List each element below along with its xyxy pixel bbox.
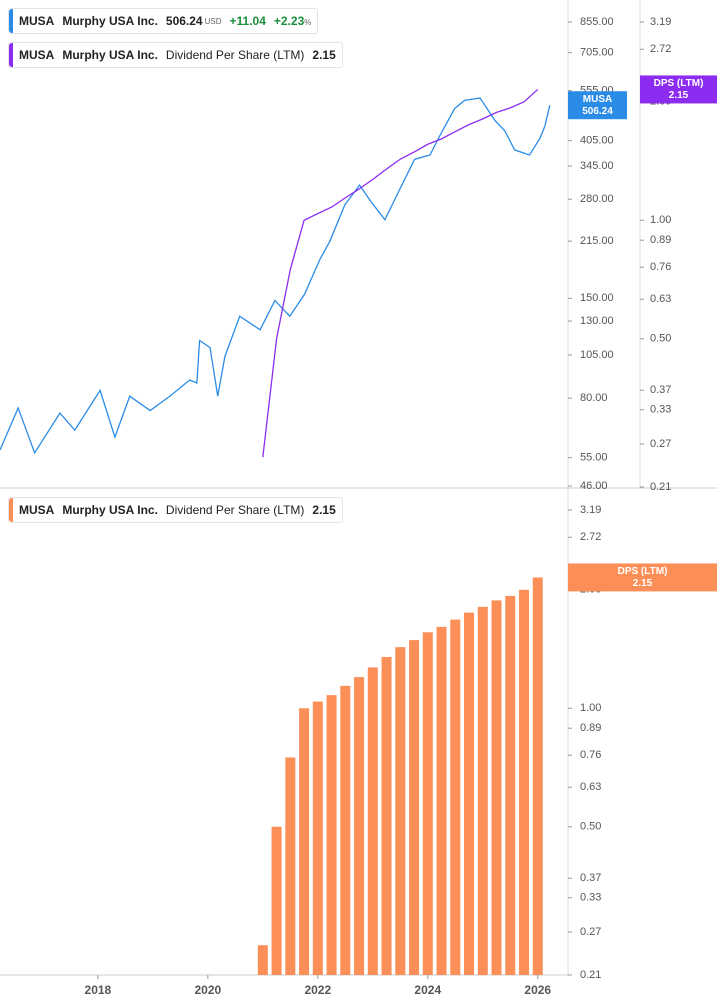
bar — [532, 577, 543, 975]
last-value-tag-value: 2.15 — [633, 578, 653, 589]
y-tick-label: 0.50 — [580, 821, 601, 833]
y-tick-label: 0.33 — [580, 892, 601, 904]
y-tick-label: 0.21 — [580, 969, 601, 981]
bar — [464, 612, 475, 975]
y-tick-label: 215.00 — [580, 235, 614, 247]
legend-dps-bar: MUSA Murphy USA Inc. Dividend Per Share … — [8, 497, 343, 523]
last-value-tag-value: 506.24 — [582, 106, 613, 117]
y-tick-label: 3.19 — [580, 504, 601, 516]
ticker: MUSA — [19, 48, 55, 62]
series-line — [262, 88, 539, 458]
bar — [354, 677, 365, 975]
y-tick-label: 46.00 — [580, 480, 608, 492]
x-tick-label: 2022 — [304, 983, 331, 997]
y-tick-label: 80.00 — [580, 392, 608, 404]
bar — [505, 595, 516, 975]
bar — [367, 667, 378, 975]
y-tick-label: 0.50 — [650, 333, 671, 345]
bar — [299, 708, 310, 975]
last-value: 2.15 — [312, 503, 336, 517]
company: Murphy USA Inc. — [62, 48, 158, 62]
last-value-tag — [640, 75, 717, 104]
bar — [271, 826, 282, 975]
last-value-tag — [568, 91, 627, 120]
bar — [340, 685, 351, 975]
legend-dps-line: MUSA Murphy USA Inc. Dividend Per Share … — [8, 42, 343, 68]
y-tick-label: 0.76 — [580, 749, 601, 761]
last-value: 2.15 — [312, 48, 336, 62]
y-tick-label: 405.00 — [580, 135, 614, 147]
y-tick-label: 0.37 — [650, 384, 671, 396]
y-tick-label: 0.63 — [580, 781, 601, 793]
y-tick-label: 1.00 — [580, 702, 601, 714]
series-line — [0, 97, 551, 455]
y-tick-label: 280.00 — [580, 193, 614, 205]
ticker: MUSA — [19, 14, 55, 28]
x-tick-label: 2018 — [85, 983, 112, 997]
y-tick-label: 130.00 — [580, 315, 614, 327]
y-tick-label: 0.21 — [650, 481, 671, 493]
y-tick-label: 55.00 — [580, 452, 608, 464]
y-tick-label: 0.37 — [580, 872, 601, 884]
company: Murphy USA Inc. — [62, 503, 158, 517]
y-tick-label: 2.72 — [580, 531, 601, 543]
bar — [477, 606, 488, 975]
last-value-tag-value: 2.15 — [669, 90, 689, 101]
y-tick-label: 0.76 — [650, 261, 671, 273]
change-pct-value: +2.23 — [273, 14, 305, 28]
change-unit: % — [304, 18, 312, 27]
y-tick-label: 3.19 — [650, 16, 671, 28]
change: +11.04 — [229, 14, 266, 28]
bar — [395, 647, 406, 975]
bar — [326, 695, 337, 975]
series-name: Dividend Per Share (LTM) — [165, 503, 305, 517]
legend-price: MUSA Murphy USA Inc. 506.24 USD +11.04 +… — [8, 8, 319, 34]
y-tick-label: 105.00 — [580, 349, 614, 361]
bar — [491, 600, 502, 975]
bar — [436, 626, 447, 975]
y-tick-label: 1.00 — [650, 214, 671, 226]
x-tick-label: 2026 — [524, 983, 551, 997]
series-name: Dividend Per Share (LTM) — [165, 48, 305, 62]
bar — [409, 640, 420, 975]
bar — [381, 656, 392, 975]
y-tick-label: 150.00 — [580, 292, 614, 304]
currency: USD — [204, 16, 222, 26]
company: Murphy USA Inc. — [62, 14, 158, 28]
y-tick-label: 0.89 — [650, 234, 671, 246]
x-tick-label: 2024 — [414, 983, 441, 997]
last-value-tag-name: DPS (LTM) — [654, 78, 704, 89]
bar — [257, 945, 268, 975]
y-tick-label: 0.33 — [650, 404, 671, 416]
y-tick-label: 705.00 — [580, 47, 614, 59]
y-tick-label: 0.27 — [650, 438, 671, 450]
y-tick-label: 855.00 — [580, 16, 614, 28]
ticker: MUSA — [19, 503, 55, 517]
bar — [312, 701, 323, 975]
bar — [285, 757, 296, 975]
x-tick-label: 2020 — [194, 983, 221, 997]
bar — [422, 632, 433, 975]
bar — [519, 589, 530, 975]
last-value-tag — [568, 563, 717, 592]
y-tick-label: 2.72 — [650, 43, 671, 55]
change-pct: +2.23% — [274, 14, 312, 28]
y-tick-label: 0.63 — [650, 293, 671, 305]
last-value-tag-name: DPS (LTM) — [618, 566, 668, 577]
bar — [450, 619, 461, 975]
y-tick-label: 0.27 — [580, 926, 601, 938]
y-tick-label: 345.00 — [580, 160, 614, 172]
y-tick-label: 0.89 — [580, 722, 601, 734]
last-value-tag-name: MUSA — [583, 94, 612, 105]
last-price: 506.24 — [165, 14, 203, 28]
